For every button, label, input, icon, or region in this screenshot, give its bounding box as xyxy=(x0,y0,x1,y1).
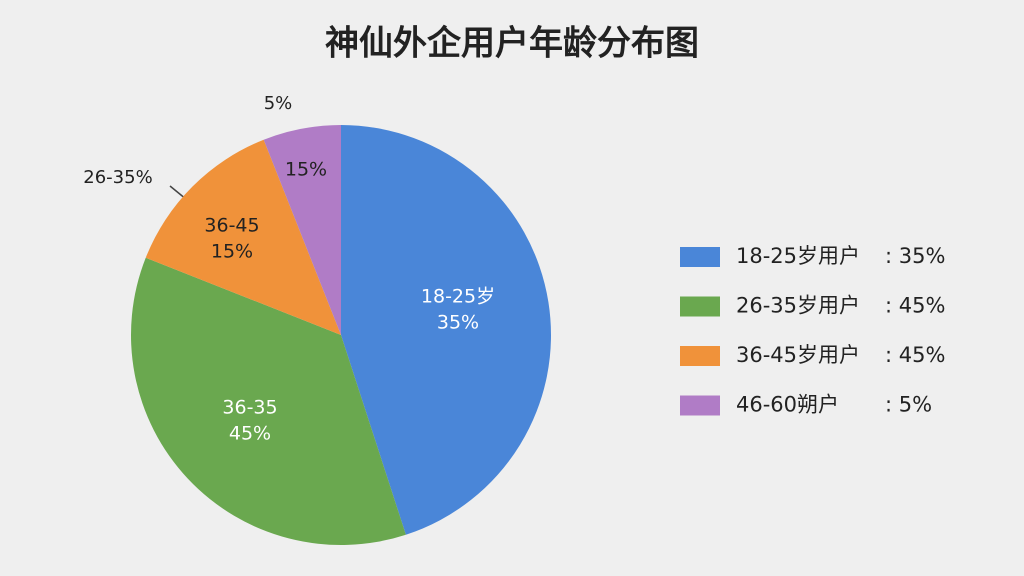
slice-label: 15% xyxy=(211,241,253,263)
legend-label: 36-45岁用户 xyxy=(736,343,860,367)
pie-slice xyxy=(130,257,406,545)
legend-swatch xyxy=(680,346,720,366)
slice-label: 18-25岁 xyxy=(421,286,495,308)
pie-slice xyxy=(263,125,341,335)
slice-label: 45% xyxy=(229,423,271,445)
chart-title: 神仙外企用户年龄分布图 xyxy=(325,24,699,64)
legend-value: : 45% xyxy=(885,343,945,367)
legend-value: : 5% xyxy=(885,393,932,417)
pie-slice xyxy=(145,139,341,335)
legend-label: 46-60朔户 xyxy=(736,393,839,417)
slice-label: 36-45 xyxy=(204,215,259,237)
outside-label: 5% xyxy=(264,93,293,114)
pie-slice xyxy=(341,125,552,535)
slice-label: 15% xyxy=(285,159,327,181)
legend-swatch xyxy=(680,395,720,416)
legend-value: : 35% xyxy=(885,244,945,268)
slice-label: 36-35 xyxy=(222,397,277,419)
legend-value: : 45% xyxy=(885,294,945,318)
legend-swatch xyxy=(680,296,720,317)
slice-label: 35% xyxy=(437,312,479,334)
legend-label: 18-25岁用户 xyxy=(736,244,860,268)
legend-swatch xyxy=(680,247,720,267)
legend-label: 26-35岁用户 xyxy=(736,294,860,318)
outside-label: 26-35% xyxy=(83,167,152,188)
